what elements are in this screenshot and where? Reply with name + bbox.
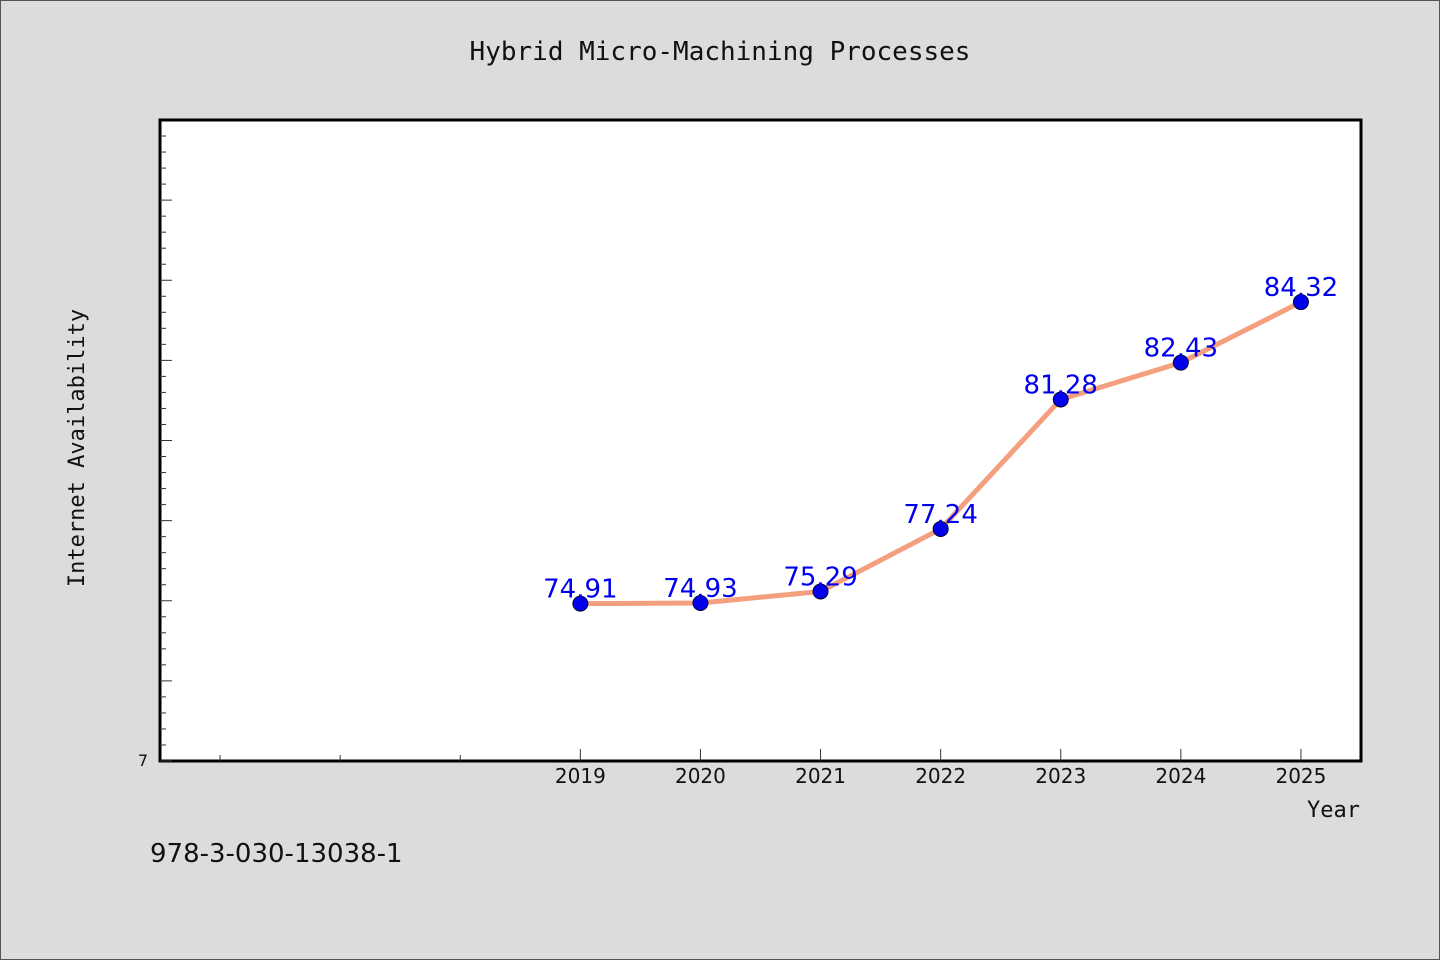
data-label: 74.93: [663, 574, 737, 604]
data-label: 75.29: [783, 562, 857, 592]
x-tick-label: 2019: [555, 764, 606, 788]
data-label: 84.32: [1264, 273, 1338, 303]
series-layer: 74.91 74.93 75.29 77.24 81.28 82.43 84.32: [543, 273, 1338, 612]
y-tick-label: 7: [138, 751, 148, 770]
data-point-marker: [1052, 391, 1069, 408]
data-point-marker: [572, 595, 589, 612]
x-tick-label: 2021: [795, 764, 846, 788]
x-tick-label: 2024: [1155, 764, 1206, 788]
y-axis-label: Internet Availability: [65, 309, 90, 587]
data-label: 74.91: [543, 575, 617, 605]
plot-area: [158, 118, 1363, 763]
chart-title: Hybrid Micro-Machining Processes: [470, 37, 971, 67]
data-point-marker: [1292, 294, 1309, 311]
x-tick-label: 2020: [675, 764, 726, 788]
data-point-marker: [932, 520, 949, 537]
x-tick-label: 2025: [1275, 764, 1326, 788]
x-axis-minor-ticks: [219, 755, 461, 761]
x-axis-label: Year: [1307, 798, 1360, 823]
footer-code: 978-3-030-13038-1: [150, 839, 403, 869]
x-tick-label: 2022: [915, 764, 966, 788]
data-point-marker: [812, 583, 829, 600]
data-point-marker: [1172, 354, 1189, 371]
data-label: 77.24: [903, 500, 977, 530]
y-axis-ticks: [160, 135, 172, 762]
x-tick-label: 2023: [1035, 764, 1086, 788]
data-label: 82.43: [1144, 334, 1218, 364]
data-label: 81.28: [1024, 370, 1098, 400]
data-point-marker: [692, 594, 709, 611]
x-axis-ticks: 2019 2020 2021 2022 2023 2024 2025: [555, 749, 1326, 788]
